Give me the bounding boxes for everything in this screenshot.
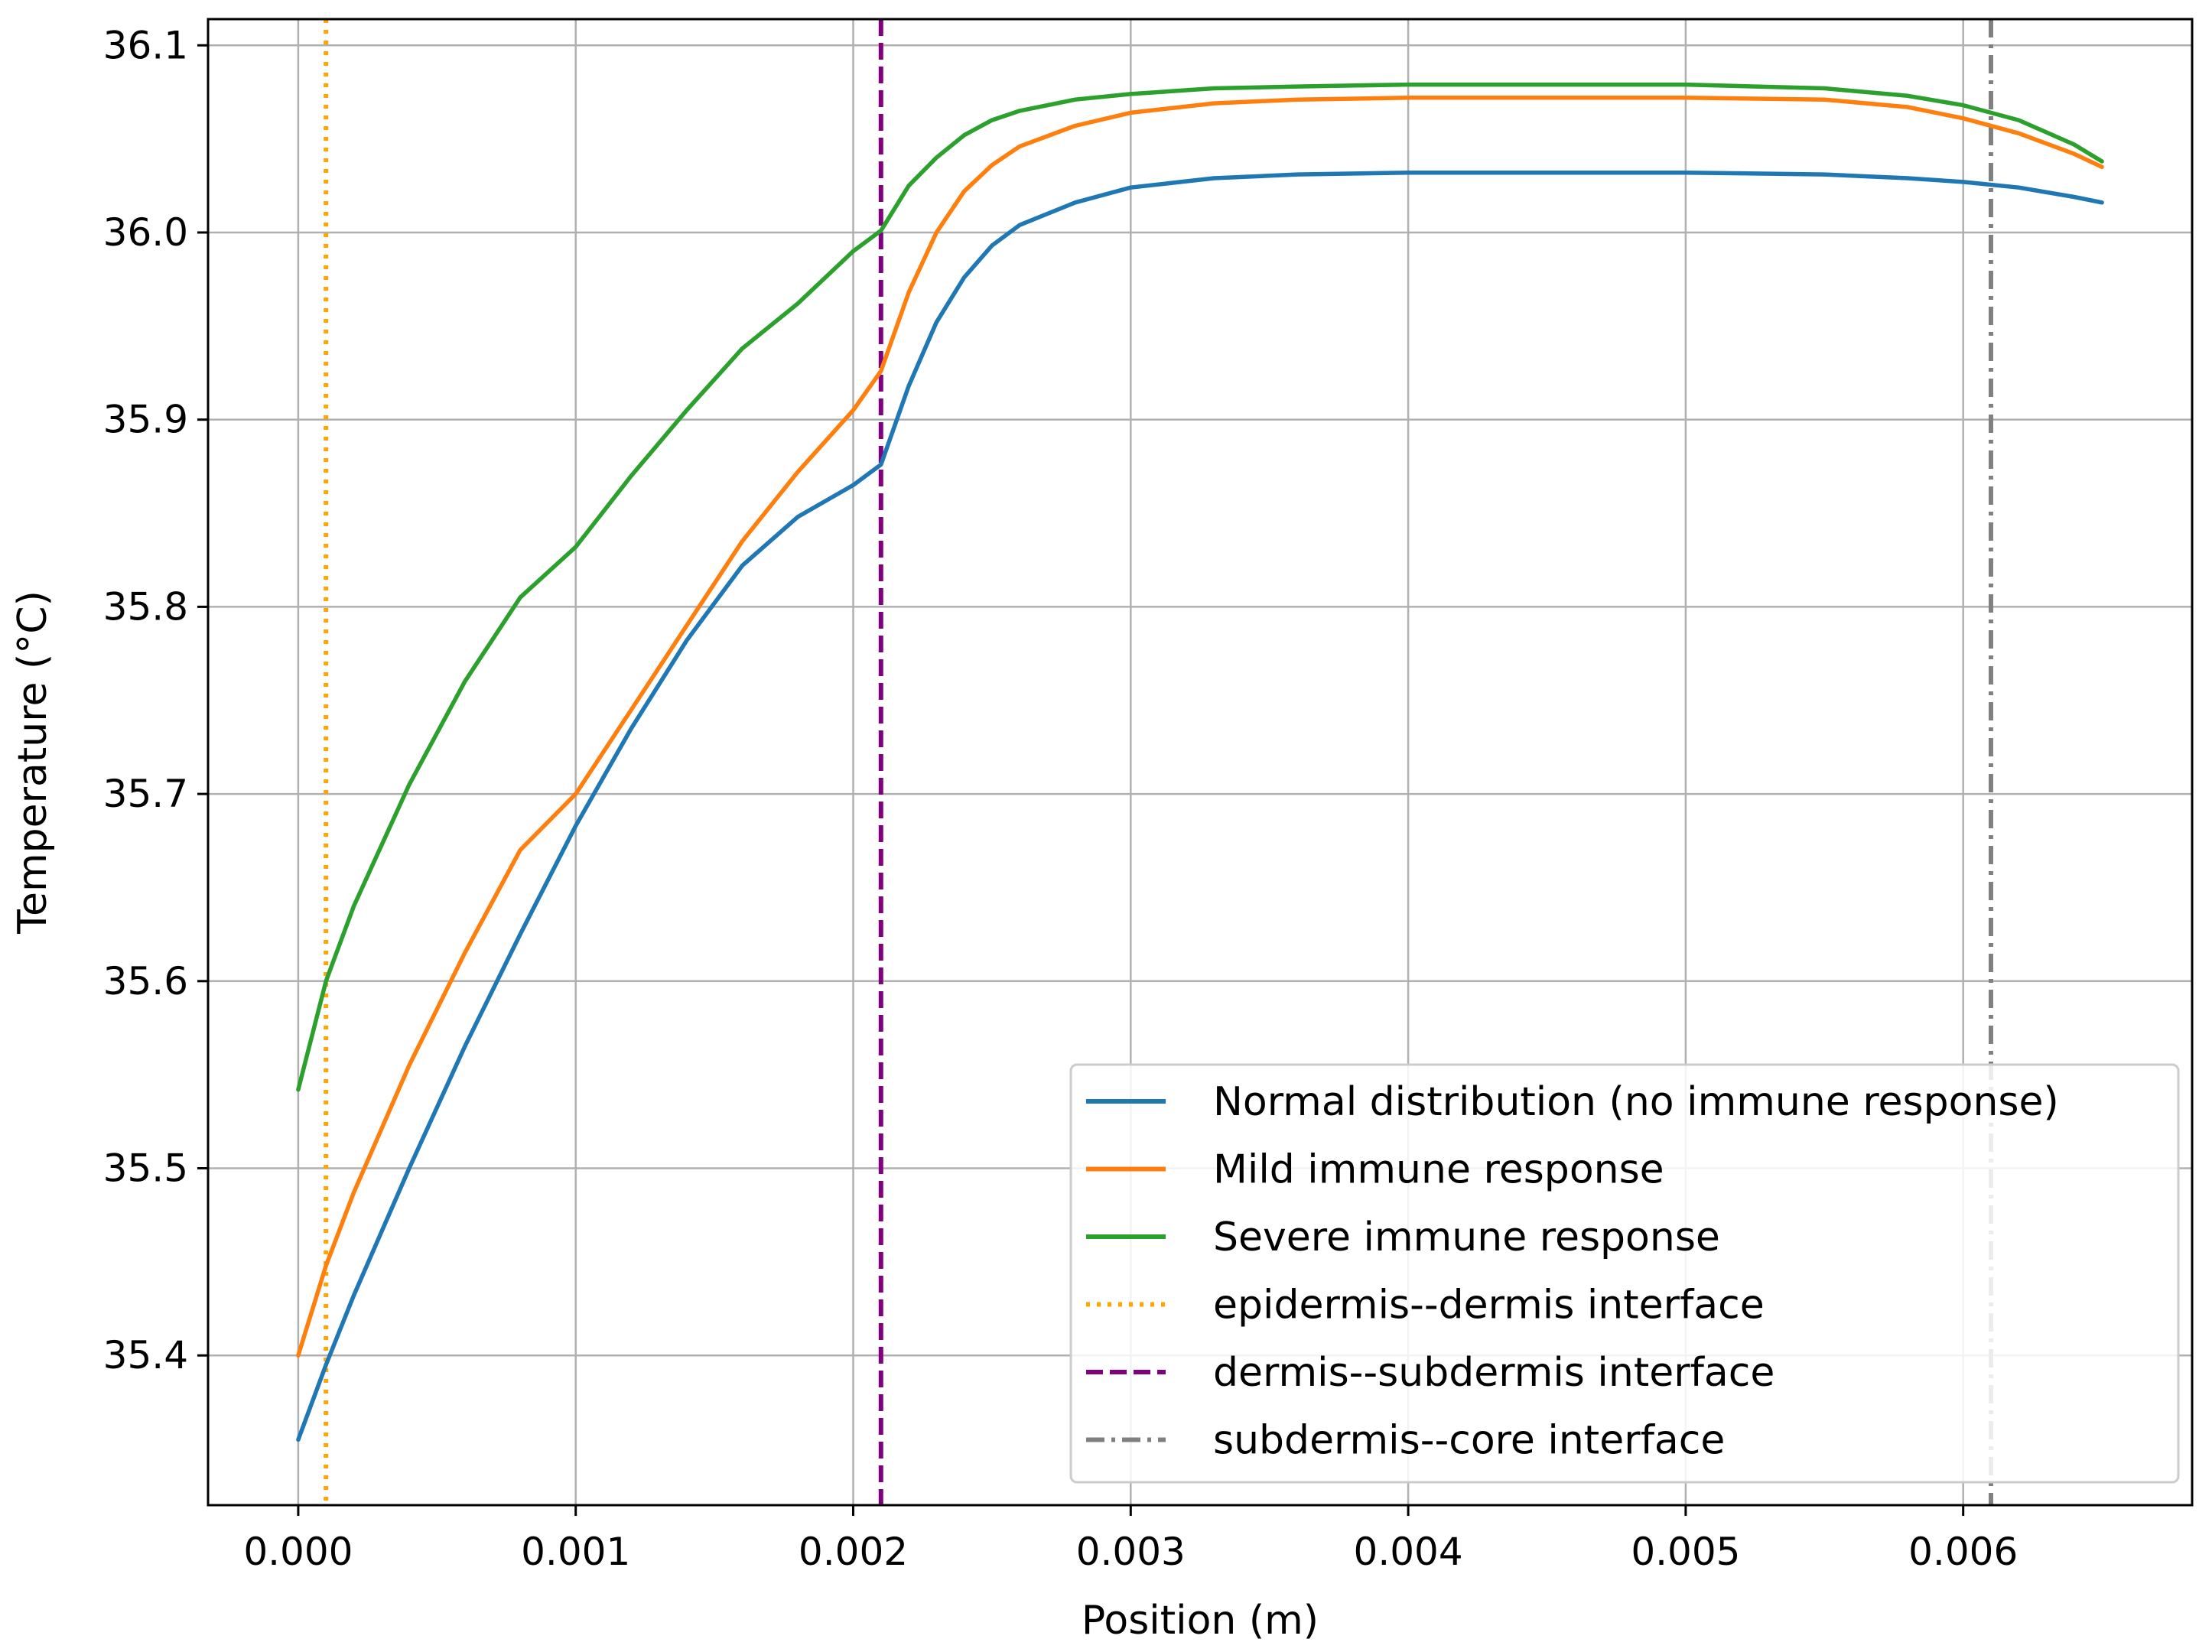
legend-label: Severe immune response — [1213, 1215, 1720, 1260]
grid — [208, 19, 2192, 1505]
x-axis-label: Position (m) — [1082, 1598, 1319, 1644]
y-tick-label: 35.8 — [103, 584, 188, 629]
legend: Normal distribution (no immune response)… — [1069, 1063, 2180, 1484]
series-line-2 — [296, 96, 2104, 1358]
x-tick-label: 0.003 — [1076, 1530, 1186, 1574]
legend-label: epidermis--dermis interface — [1213, 1283, 1765, 1328]
series-line-1 — [296, 170, 2104, 1442]
y-axis-label: Temperature (°C) — [10, 590, 56, 935]
y-tick-label: 35.5 — [103, 1146, 188, 1191]
y-axis-ticks: 35.4 35.5 35.6 35.7 35.8 35.9 36.0 36.1 — [103, 23, 208, 1377]
legend-label: dermis--subdermis interface — [1213, 1350, 1774, 1396]
legend-label: Normal distribution (no immune response) — [1213, 1079, 2059, 1125]
legend-label: Mild immune response — [1213, 1147, 1664, 1193]
y-tick-label: 36.0 — [103, 210, 188, 255]
plot-frame — [207, 18, 2194, 1507]
x-tick-label: 0.006 — [1908, 1530, 2018, 1574]
legend-label: subdermis--core interface — [1213, 1418, 1725, 1464]
y-tick-label: 35.7 — [103, 772, 188, 816]
y-tick-label: 35.6 — [103, 959, 188, 1003]
x-axis-ticks: 0.000 0.001 0.002 0.003 0.004 0.005 0.006 — [243, 1505, 2018, 1574]
x-tick-label: 0.001 — [521, 1530, 630, 1574]
x-tick-label: 0.004 — [1354, 1530, 1463, 1574]
series-line-3 — [296, 82, 2104, 1092]
x-tick-label: 0.000 — [243, 1530, 353, 1574]
series-lines — [296, 82, 2104, 1442]
y-tick-label: 35.9 — [103, 398, 188, 442]
x-tick-label: 0.005 — [1631, 1530, 1740, 1574]
x-tick-label: 0.002 — [799, 1530, 908, 1574]
y-tick-label: 36.1 — [103, 23, 188, 67]
legend-box — [1069, 1063, 2180, 1484]
y-tick-label: 35.4 — [103, 1333, 188, 1377]
